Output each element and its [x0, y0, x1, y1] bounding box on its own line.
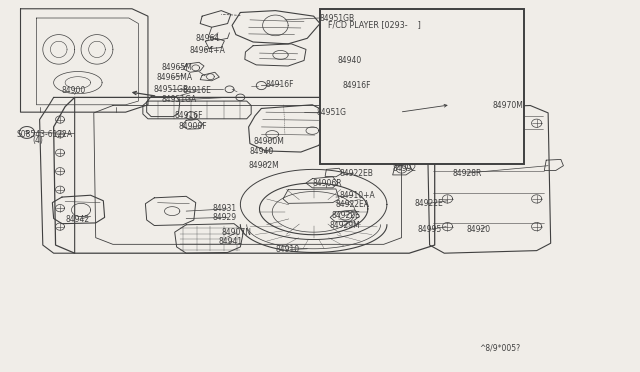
Text: 84965MA: 84965MA — [156, 73, 193, 82]
Polygon shape — [143, 101, 251, 119]
Text: 84922EB: 84922EB — [339, 169, 373, 177]
Text: 84951GB: 84951GB — [153, 85, 188, 94]
Polygon shape — [54, 97, 435, 253]
Text: 84929: 84929 — [213, 213, 237, 222]
Text: F/CD PLAYER [0293-    ]: F/CD PLAYER [0293- ] — [328, 20, 420, 29]
Text: 84906R: 84906R — [312, 179, 342, 187]
Polygon shape — [145, 196, 196, 225]
Polygon shape — [205, 38, 225, 49]
Text: 84951GB: 84951GB — [320, 13, 355, 22]
Text: 84910+A: 84910+A — [339, 191, 375, 200]
Polygon shape — [232, 11, 320, 44]
Text: 84942: 84942 — [65, 215, 89, 224]
Text: 84928R: 84928R — [452, 169, 482, 177]
Polygon shape — [20, 9, 148, 112]
Text: (4): (4) — [32, 137, 43, 145]
Text: 84940: 84940 — [338, 56, 362, 65]
Polygon shape — [248, 105, 328, 152]
Polygon shape — [427, 106, 550, 253]
Text: S: S — [24, 130, 29, 135]
Text: 84900: 84900 — [62, 86, 86, 95]
Text: 84929M: 84929M — [330, 221, 360, 230]
Text: 84900M: 84900M — [253, 137, 284, 146]
Text: 84940: 84940 — [250, 147, 274, 156]
Text: 84992: 84992 — [392, 164, 416, 173]
Polygon shape — [330, 210, 360, 222]
Text: 84916F: 84916F — [266, 80, 294, 89]
Text: 84965M: 84965M — [162, 63, 193, 72]
Polygon shape — [200, 72, 220, 81]
Polygon shape — [336, 20, 502, 127]
Text: 84964+A: 84964+A — [189, 46, 225, 55]
Text: 84916F: 84916F — [175, 111, 204, 121]
Polygon shape — [393, 164, 412, 175]
Polygon shape — [184, 62, 204, 72]
Polygon shape — [175, 224, 244, 253]
Text: 84922E: 84922E — [332, 211, 360, 220]
Polygon shape — [147, 97, 180, 116]
Text: 84970M: 84970M — [492, 101, 523, 110]
Text: 84922EA: 84922EA — [336, 200, 370, 209]
Text: 84900F: 84900F — [179, 122, 207, 131]
Text: 84902M: 84902M — [248, 161, 280, 170]
Polygon shape — [544, 160, 563, 170]
Text: S08543-6122A: S08543-6122A — [16, 130, 72, 139]
Bar — [320, 9, 524, 164]
Polygon shape — [451, 105, 521, 138]
Text: 84964: 84964 — [196, 34, 220, 43]
Text: 84907N: 84907N — [221, 228, 252, 237]
Polygon shape — [325, 168, 342, 177]
Text: 84920: 84920 — [467, 225, 491, 234]
Text: 84922E: 84922E — [414, 199, 443, 208]
Polygon shape — [306, 177, 338, 188]
Text: 84931: 84931 — [213, 204, 237, 214]
Text: 84910: 84910 — [275, 245, 300, 254]
Text: 84951G: 84951G — [317, 108, 347, 117]
Polygon shape — [52, 195, 104, 224]
Text: 84995: 84995 — [417, 225, 442, 234]
Polygon shape — [182, 119, 203, 129]
Text: 84951GA: 84951GA — [162, 96, 197, 105]
Text: 84916E: 84916E — [183, 86, 212, 95]
Text: 84941: 84941 — [218, 237, 242, 246]
Text: ^8/9*005?: ^8/9*005? — [479, 344, 520, 353]
Text: 84916F: 84916F — [342, 81, 371, 90]
Polygon shape — [200, 11, 231, 27]
Polygon shape — [245, 44, 306, 66]
Polygon shape — [40, 97, 75, 253]
